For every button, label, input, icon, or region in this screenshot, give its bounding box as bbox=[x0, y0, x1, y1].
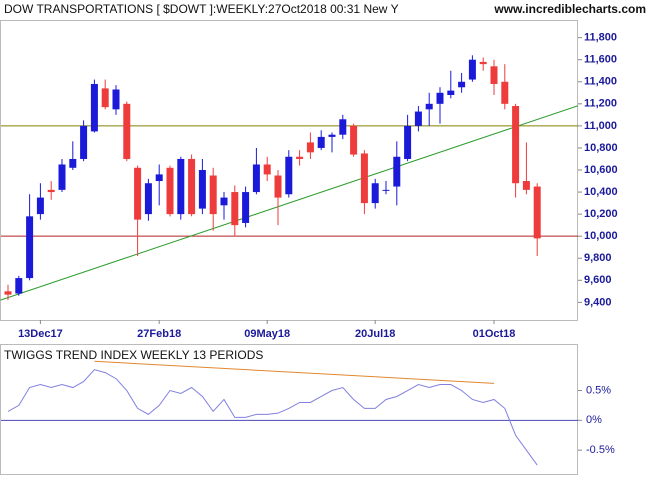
candle-body bbox=[501, 81, 509, 104]
candle-body bbox=[371, 183, 379, 204]
candle-body bbox=[144, 183, 152, 215]
y-tick-label: 11,200 bbox=[584, 98, 617, 110]
candle-body bbox=[112, 89, 120, 110]
x-tick-label: 13Dec17 bbox=[18, 328, 63, 340]
y-tick-label: 0% bbox=[586, 414, 602, 426]
candle-body bbox=[339, 119, 347, 135]
candle-body bbox=[360, 153, 368, 204]
x-tick-label: 01Oct18 bbox=[473, 328, 516, 340]
price-frame bbox=[0, 20, 578, 321]
candle-body bbox=[479, 61, 487, 65]
y-tick-label: 0.5% bbox=[586, 384, 611, 396]
candle-body bbox=[404, 125, 412, 159]
candle-body bbox=[350, 125, 358, 155]
y-tick-label: 9,600 bbox=[584, 274, 612, 286]
candle-body bbox=[242, 192, 250, 223]
y-tick-label: 10,400 bbox=[584, 186, 618, 198]
candle-body bbox=[15, 278, 23, 294]
candle-body bbox=[436, 92, 444, 104]
indicator-line bbox=[7, 369, 538, 466]
y-tick-label: 10,000 bbox=[584, 230, 618, 242]
candle-body bbox=[328, 134, 336, 137]
candle-body bbox=[490, 66, 498, 84]
y-tick-label: -0.5% bbox=[586, 444, 615, 456]
candle-body bbox=[468, 59, 476, 80]
candle-body bbox=[101, 88, 109, 108]
x-tick-label: 09May18 bbox=[244, 328, 290, 340]
y-tick-label: 11,400 bbox=[584, 76, 617, 88]
candle-body bbox=[26, 216, 34, 279]
candle-body bbox=[90, 83, 98, 132]
candle-body bbox=[4, 291, 12, 295]
candle-body bbox=[155, 174, 163, 182]
candle-body bbox=[458, 81, 466, 88]
candle-body bbox=[447, 90, 455, 95]
x-tick-label: 27Feb18 bbox=[137, 328, 181, 340]
candle-body bbox=[263, 164, 271, 175]
y-tick-label: 10,800 bbox=[584, 142, 618, 154]
x-tick-label: 20Jul18 bbox=[355, 328, 395, 340]
candle-body bbox=[306, 142, 314, 153]
candle-body bbox=[231, 192, 239, 226]
candle-body bbox=[134, 167, 142, 220]
candle-body bbox=[69, 158, 77, 168]
candle-body bbox=[198, 170, 206, 209]
candle-body bbox=[36, 197, 44, 215]
y-tick-label: 11,600 bbox=[584, 54, 617, 66]
candle-body bbox=[533, 186, 541, 239]
y-tick-label: 9,400 bbox=[584, 296, 612, 308]
watermark: www.incrediblecharts.com bbox=[493, 2, 646, 16]
watermark-bg bbox=[455, 1, 650, 19]
chart-title: DOW TRANSPORTATIONS [ $DOWT ]:WEEKLY:27O… bbox=[4, 2, 399, 16]
indicator-title: TWIGGS TREND INDEX WEEKLY 13 PERIODS bbox=[4, 348, 263, 362]
candle-body bbox=[123, 103, 131, 159]
y-tick-label: 9,800 bbox=[584, 252, 612, 264]
candle-body bbox=[285, 156, 293, 195]
candle-body bbox=[47, 189, 55, 193]
candle-body bbox=[58, 164, 66, 190]
candle-body bbox=[425, 103, 433, 110]
candle-body bbox=[393, 156, 401, 187]
trend-line bbox=[0, 105, 579, 301]
y-tick-label: 10,200 bbox=[584, 208, 618, 220]
candle-body bbox=[382, 189, 390, 191]
candle-body bbox=[80, 125, 88, 159]
candle-body bbox=[296, 156, 304, 159]
candle-body bbox=[252, 164, 260, 193]
y-tick-label: 10,600 bbox=[584, 164, 618, 176]
y-tick-label: 11,000 bbox=[584, 120, 617, 132]
candle-body bbox=[274, 175, 282, 198]
candle-body bbox=[522, 181, 530, 190]
candle-body bbox=[414, 111, 422, 126]
candle-body bbox=[166, 167, 174, 215]
candle-body bbox=[317, 136, 325, 148]
candle-body bbox=[188, 158, 196, 215]
candle-body bbox=[512, 106, 520, 184]
candle-body bbox=[220, 197, 228, 206]
y-tick-label: 11,800 bbox=[584, 32, 617, 44]
candle-body bbox=[177, 158, 185, 215]
trend-line bbox=[94, 360, 495, 384]
candle-body bbox=[209, 175, 217, 215]
